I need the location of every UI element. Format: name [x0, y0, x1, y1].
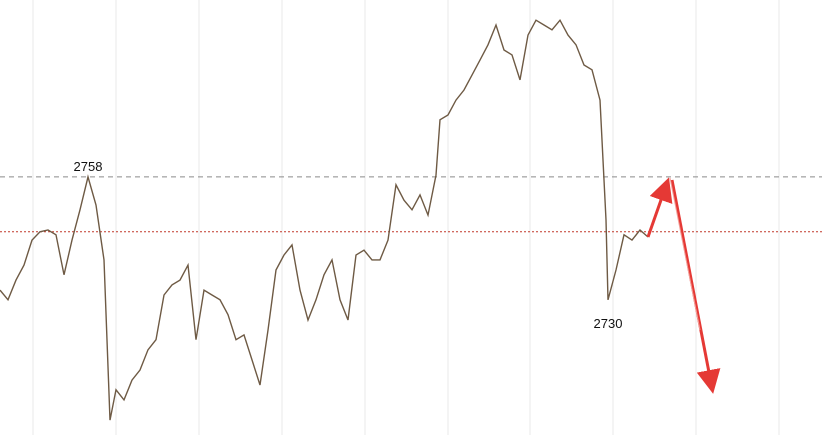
price-line [0, 18, 649, 421]
vertical-grid [32, 0, 780, 435]
annotation: 2730 [594, 316, 623, 331]
annotation: 2758 [74, 159, 103, 174]
plot: 2758 2730 [0, 18, 822, 421]
forecast-arrows [646, 177, 721, 394]
